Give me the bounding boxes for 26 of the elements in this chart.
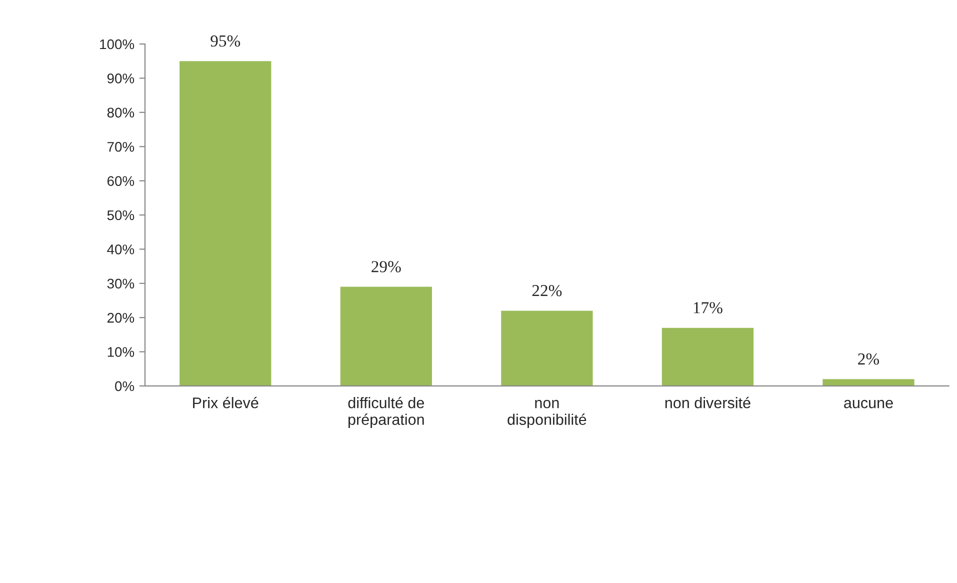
x-tick-label: aucune	[844, 400, 893, 408]
y-tick-label: 30%	[107, 278, 134, 289]
data-label: 95%	[210, 35, 240, 47]
y-tick-label: 50%	[107, 210, 134, 220]
bar	[822, 379, 914, 386]
y-tick-label: 10%	[108, 347, 134, 357]
x-tick-label: non disponibilité	[508, 400, 586, 428]
y-tick-label: 20%	[107, 312, 134, 323]
y-tick-label: 60%	[107, 176, 134, 186]
bar	[180, 61, 272, 386]
x-tick-label: difficulté de préparation	[348, 396, 424, 428]
y-tick-label: 100%	[100, 39, 134, 50]
y-tick-label: 40%	[107, 244, 134, 254]
x-tick-label: Prix élevé	[193, 396, 258, 408]
data-label: 22%	[532, 284, 562, 296]
bar	[501, 310, 593, 386]
bar	[662, 328, 754, 386]
y-tick-label: 70%	[107, 142, 134, 152]
data-label: 29%	[372, 261, 401, 272]
y-tick-label: 90%	[107, 74, 134, 84]
y-tick-label: 80%	[107, 108, 134, 118]
data-label: 2%	[858, 353, 880, 365]
y-tick-label: 0%	[115, 381, 134, 392]
data-label: 17%	[694, 302, 722, 314]
x-tick-label: non diversité	[665, 396, 750, 408]
bar	[340, 286, 432, 386]
